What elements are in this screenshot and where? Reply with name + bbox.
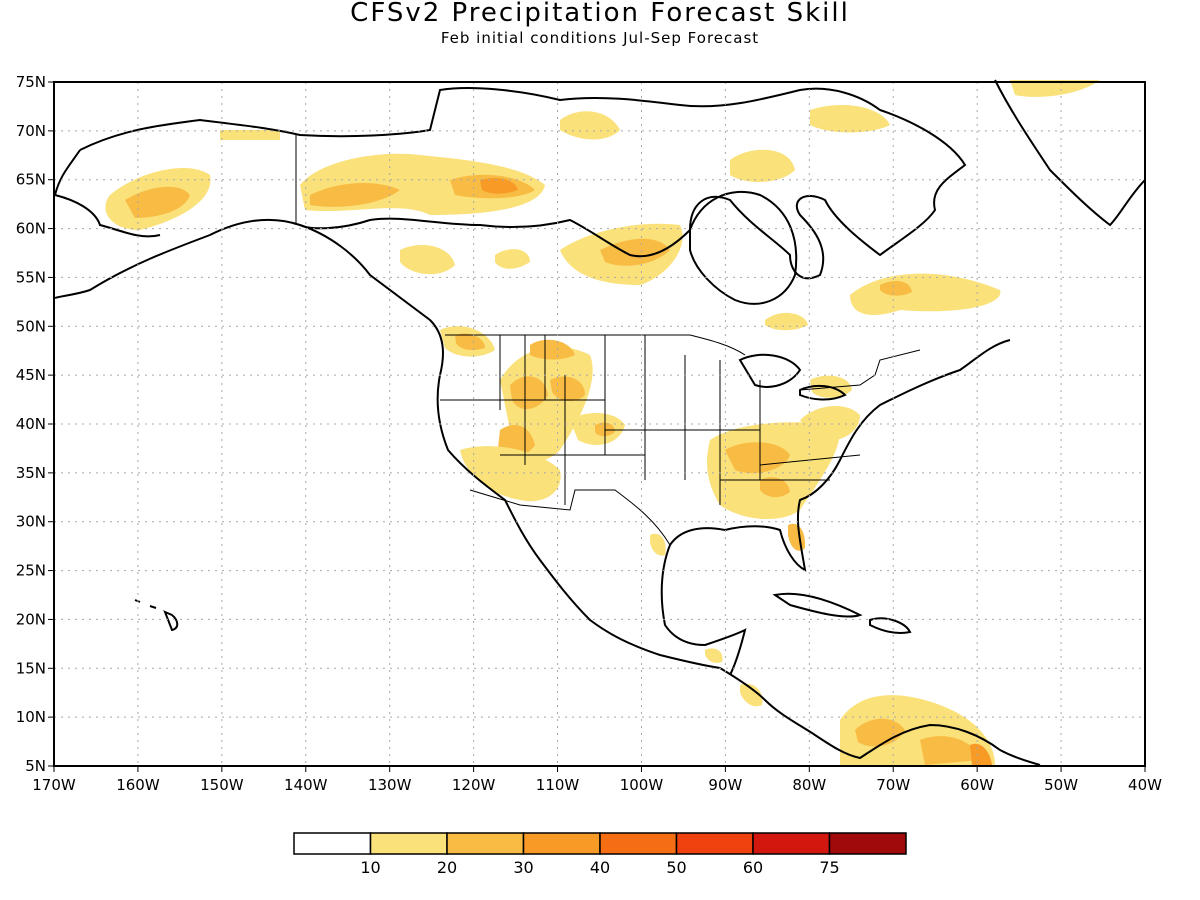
colorbar: 10 20 30 40 50 60 75 xyxy=(293,832,907,877)
tick-label-lat-10N: 10N xyxy=(16,708,46,726)
skill-shading xyxy=(105,80,1100,765)
skill-area-south-america-core xyxy=(855,718,905,747)
tick-label-lat-75N: 75N xyxy=(16,73,46,91)
coastline-alaska xyxy=(54,87,967,299)
skill-area-labrador xyxy=(850,273,1001,315)
coastline-alaska-west xyxy=(53,149,161,238)
skill-area-bc xyxy=(400,245,455,275)
colorbar-label-10: 10 xyxy=(360,858,380,877)
colorbar-label-30: 30 xyxy=(513,858,533,877)
coastline-hispaniola xyxy=(869,617,912,634)
colorbar-swatch-0 xyxy=(293,832,372,855)
skill-area-alberta xyxy=(495,249,530,269)
tick-label-lon-80W: 80W xyxy=(792,776,826,794)
skill-area-hudson-west-core xyxy=(600,238,670,266)
colorbar-label-40: 40 xyxy=(590,858,610,877)
skill-area-venezuela-core xyxy=(920,736,980,765)
colorbar-swatch-6 xyxy=(752,832,831,855)
coastline-hudson-bay xyxy=(689,190,798,305)
coastline-great-lakes xyxy=(738,353,847,401)
colorbar-label-20: 20 xyxy=(437,858,457,877)
tick-label-lat-20N: 20N xyxy=(16,610,46,628)
tick-label-lat-50N: 50N xyxy=(16,317,46,335)
tick-label-lon-140W: 140W xyxy=(284,776,328,794)
coastline-gulf xyxy=(660,339,1011,676)
tick-label-lat-35N: 35N xyxy=(16,464,46,482)
skill-area-yukon-core xyxy=(310,183,400,207)
skill-area-arizona xyxy=(460,446,561,502)
chart-title: CFSv2 Precipitation Forecast Skill xyxy=(350,0,850,28)
skill-area-yukon-core3 xyxy=(480,178,518,194)
skill-area-great-basin-core xyxy=(510,376,548,410)
tick-label-lat-65N: 65N xyxy=(16,171,46,189)
coastline-hawaii xyxy=(134,599,179,632)
coastline-pacific xyxy=(299,224,1041,766)
colorbar-swatch-7 xyxy=(828,832,907,855)
skill-area-alaska-north xyxy=(220,130,280,140)
coastline-greenland xyxy=(994,79,1146,227)
colorbar-label-50: 50 xyxy=(666,858,686,877)
tick-label-lon-100W: 100W xyxy=(620,776,664,794)
tick-label-lon-160W: 160W xyxy=(116,776,160,794)
chart-subtitle: Feb initial conditions Jul-Sep Forecast xyxy=(440,29,760,47)
tick-label-lat-40N: 40N xyxy=(16,415,46,433)
tick-label-lat-45N: 45N xyxy=(16,366,46,384)
longitude-axis: 170W 160W 150W 140W 130W 120W 110W 100W 90W 80W 70… xyxy=(32,766,1162,794)
tick-label-lat-70N: 70N xyxy=(16,122,46,140)
coastlines xyxy=(53,79,1146,766)
tick-label-lon-60W: 60W xyxy=(960,776,994,794)
colorbar-swatch-5 xyxy=(675,832,754,855)
skill-area-baffin xyxy=(730,149,795,182)
skill-area-pacific-nw-core xyxy=(455,333,485,351)
tick-label-lat-5N: 5N xyxy=(25,757,46,775)
border-us-mexico xyxy=(469,489,671,546)
colorbar-label-75: 75 xyxy=(819,858,839,877)
tick-label-lat-30N: 30N xyxy=(16,513,46,531)
skill-area-alaska-core xyxy=(125,186,190,218)
skill-area-greenland xyxy=(1010,80,1100,97)
latitude-axis: 5N 10N 15N 20N 25N 30N 35N 40N 45N 50N 55N 60N 65N 70… xyxy=(16,73,54,775)
skill-area-utah xyxy=(550,376,585,402)
coastline-cuba xyxy=(772,592,863,618)
tick-label-lat-15N: 15N xyxy=(16,659,46,677)
skill-area-texas xyxy=(650,533,666,556)
skill-area-ontario xyxy=(765,312,808,331)
tick-label-lon-130W: 130W xyxy=(368,776,412,794)
tick-label-lat-55N: 55N xyxy=(16,268,46,286)
state-lines xyxy=(440,335,861,505)
tick-label-lon-150W: 150W xyxy=(200,776,244,794)
tick-label-lon-40W: 40W xyxy=(1128,776,1162,794)
tick-label-lat-60N: 60N xyxy=(16,220,46,238)
gridlines xyxy=(54,82,1145,766)
skill-area-ellesmere xyxy=(810,105,890,133)
tick-label-lon-120W: 120W xyxy=(452,776,496,794)
tick-label-lon-110W: 110W xyxy=(536,776,580,794)
skill-area-montana xyxy=(530,339,575,360)
skill-area-florida xyxy=(788,523,806,551)
tick-label-lon-50W: 50W xyxy=(1044,776,1078,794)
colorbar-swatch-4 xyxy=(599,832,678,855)
tick-label-lon-70W: 70W xyxy=(876,776,910,794)
colorbar-label-60: 60 xyxy=(743,858,763,877)
skill-area-nicaragua xyxy=(740,683,763,707)
skill-area-labrador-core xyxy=(880,280,912,296)
tick-label-lat-25N: 25N xyxy=(16,562,46,580)
skill-area-guyana-core xyxy=(970,743,992,765)
skill-area-arctic-islands xyxy=(560,111,620,140)
colorbar-swatch-1 xyxy=(369,832,448,855)
colorbar-swatch-3 xyxy=(522,832,601,855)
colorbar-swatch-2 xyxy=(446,832,525,855)
skill-area-yucatan xyxy=(705,648,723,663)
skill-area-georgia xyxy=(760,477,790,498)
tick-label-lon-90W: 90W xyxy=(708,776,742,794)
skill-area-virginia xyxy=(800,405,860,442)
tick-label-lon-170W: 170W xyxy=(32,776,76,794)
skill-area-southeast-core xyxy=(725,442,790,474)
